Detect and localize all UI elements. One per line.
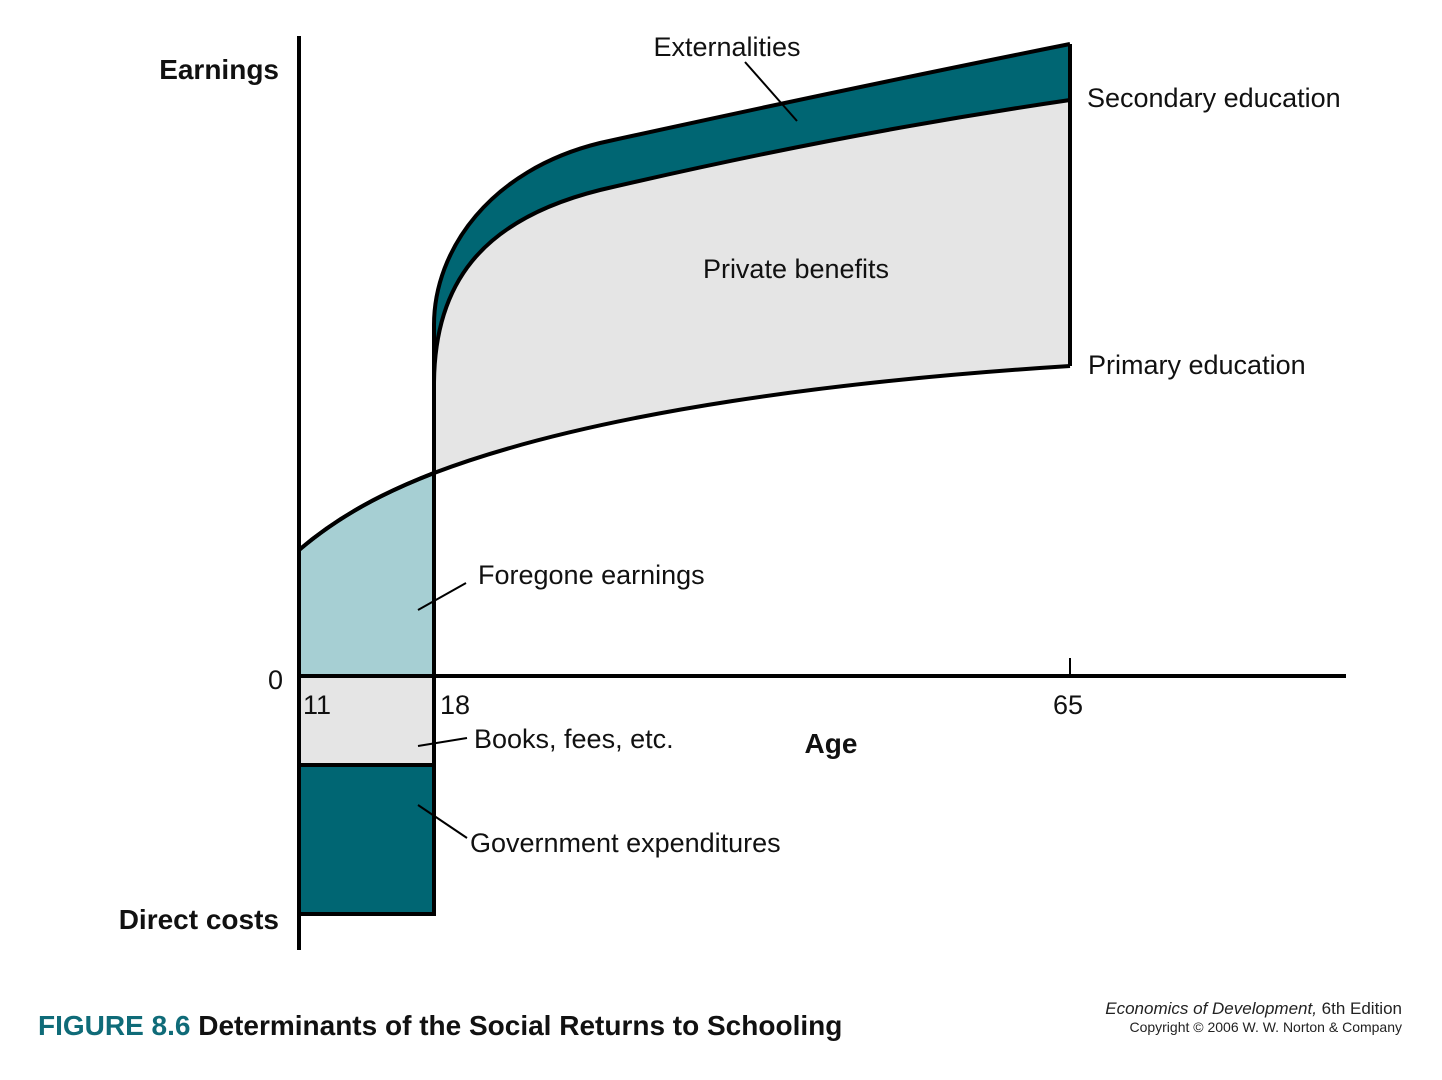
government-expenditures-label: Government expenditures bbox=[470, 828, 781, 858]
externalities-region bbox=[434, 44, 1070, 385]
primary-education-label: Primary education bbox=[1088, 350, 1306, 380]
figure-caption: FIGURE 8.6 Determinants of the Social Re… bbox=[38, 1010, 842, 1042]
secondary-education-curve bbox=[432, 98, 1071, 386]
age-axis-label: Age bbox=[805, 728, 858, 759]
government-expenditures-region bbox=[297, 763, 436, 916]
primary-education-curve bbox=[297, 364, 1071, 552]
foregone-earnings-leader bbox=[417, 582, 467, 611]
books-fees-leader bbox=[417, 737, 468, 747]
book-edition: 6th Edition bbox=[1321, 999, 1402, 1018]
government-expenditures-leader bbox=[417, 804, 468, 839]
x-tick-label-18: 18 bbox=[440, 690, 470, 720]
externalities-top-edge bbox=[432, 42, 1071, 326]
direct-costs-axis-label: Direct costs bbox=[119, 904, 279, 935]
book-title: Economics of Development, bbox=[1105, 999, 1317, 1018]
figure-number: FIGURE 8.6 bbox=[38, 1010, 191, 1041]
externalities-leader bbox=[744, 61, 798, 122]
foregone-earnings-label: Foregone earnings bbox=[478, 560, 705, 590]
private-benefits-label: Private benefits bbox=[703, 254, 889, 284]
earnings-axis-label: Earnings bbox=[159, 54, 279, 85]
book-edition-line: Economics of Development, 6th Edition bbox=[1105, 998, 1402, 1019]
origin-label: 0 bbox=[268, 665, 283, 695]
figure-title: Determinants of the Social Returns to Sc… bbox=[198, 1010, 843, 1041]
figure-credits: Economics of Development, 6th Edition Co… bbox=[1105, 998, 1402, 1037]
externalities-label: Externalities bbox=[653, 32, 800, 62]
x-tick-label-65: 65 bbox=[1053, 690, 1083, 720]
books-fees-label: Books, fees, etc. bbox=[474, 724, 674, 754]
x-tick-label-11: 11 bbox=[303, 690, 331, 720]
secondary-education-label: Secondary education bbox=[1087, 83, 1341, 113]
copyright-line: Copyright © 2006 W. W. Norton & Company bbox=[1129, 1019, 1402, 1036]
